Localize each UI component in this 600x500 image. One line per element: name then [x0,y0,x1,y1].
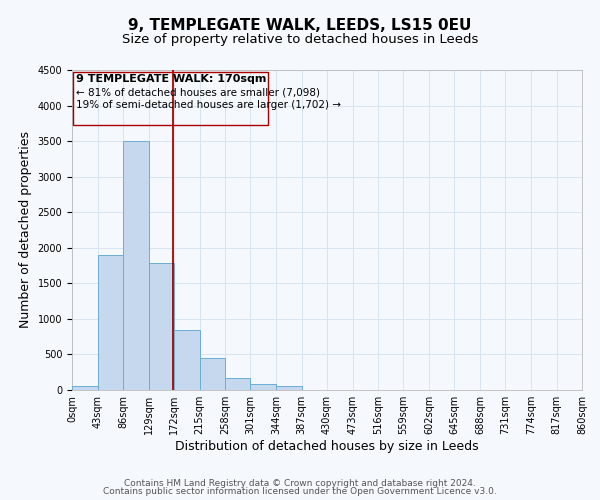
Text: Size of property relative to detached houses in Leeds: Size of property relative to detached ho… [122,32,478,46]
Text: 9, TEMPLEGATE WALK, LEEDS, LS15 0EU: 9, TEMPLEGATE WALK, LEEDS, LS15 0EU [128,18,472,32]
Bar [149,264,174,390]
Bar [174,330,199,390]
Bar [123,141,149,390]
Y-axis label: Number of detached properties: Number of detached properties [19,132,32,328]
Text: ← 81% of detached houses are smaller (7,098): ← 81% of detached houses are smaller (7,… [76,88,320,98]
Text: Contains public sector information licensed under the Open Government Licence v3: Contains public sector information licen… [103,488,497,496]
Bar [97,255,123,390]
Bar [73,72,268,126]
Bar [225,378,251,390]
Bar [276,386,302,390]
Bar [199,358,225,390]
Text: 19% of semi-detached houses are larger (1,702) →: 19% of semi-detached houses are larger (… [76,100,341,110]
Text: Contains HM Land Registry data © Crown copyright and database right 2024.: Contains HM Land Registry data © Crown c… [124,478,476,488]
X-axis label: Distribution of detached houses by size in Leeds: Distribution of detached houses by size … [175,440,479,453]
Text: 9 TEMPLEGATE WALK: 170sqm: 9 TEMPLEGATE WALK: 170sqm [76,74,266,85]
Bar [251,384,276,390]
Bar [72,386,97,390]
